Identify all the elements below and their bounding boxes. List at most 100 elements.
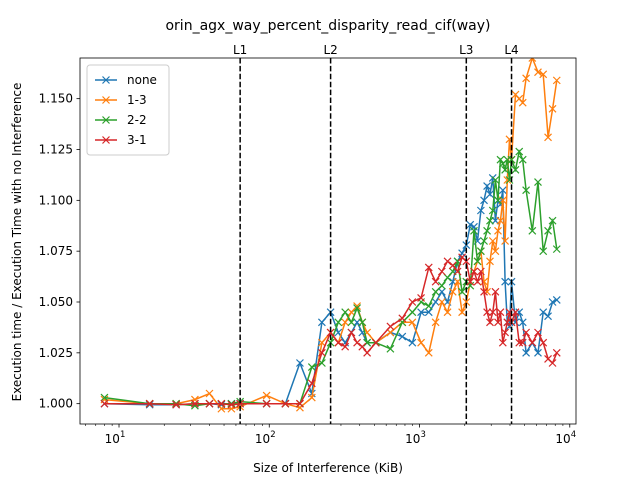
axes-frame [79,57,577,425]
legend-label: none [127,73,157,87]
data-point [498,338,507,347]
legend-label: 2-2 [127,113,147,127]
data-point [534,328,542,337]
data-point [480,287,488,296]
data-point [448,261,457,270]
data-point [548,104,557,113]
data-point [262,391,271,400]
legend-entry: 1-3 [95,93,147,107]
data-point [386,328,395,337]
data-point [486,318,494,327]
data-point [483,182,492,191]
data-point [408,338,417,347]
data-point [470,226,478,235]
legend: none 1-3 2-2 3-1 [86,64,170,156]
data-point [528,338,537,347]
data-point [353,304,361,313]
chart-title: orin_agx_way_percent_disparity_read_cif(… [165,18,490,34]
data-point [443,273,452,282]
y-tick-label: 1.000 [39,397,73,411]
data-point [205,389,214,398]
data-point [528,58,537,62]
data-point [296,399,304,408]
legend-label: 3-1 [127,133,147,147]
data-point [462,257,471,266]
data-point [358,342,367,351]
data-point [518,318,527,327]
data-point [437,281,446,290]
data-point [534,348,542,357]
data-point [347,328,356,337]
data-point [494,318,502,327]
data-point [522,74,531,83]
data-point [507,155,516,164]
x-tick-label: 103 [405,430,426,446]
data-point [539,70,548,79]
data-point [334,318,343,327]
data-point [431,318,440,327]
data-point [491,287,500,296]
vline-label: L1 [233,43,247,57]
data-point [515,147,524,156]
data-point [317,338,326,347]
data-point [424,263,433,272]
data-point [552,348,561,357]
data-point [100,399,109,408]
x-tick-label: 104 [555,430,576,446]
data-point [501,165,510,174]
data-point [190,399,199,408]
data-point [443,308,452,317]
data-point [424,348,433,357]
data-point [408,298,417,306]
y-tick-label: 1.050 [39,295,73,309]
data-point [424,302,433,310]
y-axis-label: Execution time / Execution Time with no … [10,83,24,402]
data-point [172,399,181,408]
data-point [518,98,527,107]
data-point [417,294,425,302]
data-point [480,196,488,205]
data-point [483,308,492,317]
data-point [353,302,361,310]
y-tick-label: 1.025 [39,346,73,360]
data-point [458,308,467,317]
vline-label: L4 [504,43,518,57]
data-point [498,186,507,195]
data-point [443,257,452,266]
data-point [522,348,531,357]
data-point [281,399,290,408]
data-point [398,332,407,341]
data-point [548,216,557,225]
data-point [552,76,561,85]
data-point [437,298,446,306]
data-point [307,393,316,402]
data-point [544,226,552,235]
data-point [534,178,542,186]
data-point [488,308,497,317]
data-point [488,206,497,215]
data-point [358,318,367,327]
data-point [453,267,462,276]
data-point [334,338,343,347]
data-point [205,399,214,408]
data-point [431,277,440,286]
data-point [386,344,395,353]
data-point [548,298,557,306]
data-point [539,338,548,347]
data-point [511,308,520,317]
data-point [341,342,350,351]
data-point [528,226,537,235]
data-point [341,308,350,317]
data-point [476,247,485,256]
vline-label: L2 [323,43,337,57]
data-point [341,318,350,327]
data-point [544,133,552,142]
data-point [486,190,494,199]
axes: 1.000 1.025 1.050 1.075 1.100 1.125 1.150 101 10… [39,57,577,446]
x-tick-label: 102 [255,430,276,446]
data-point [515,308,524,317]
data-point [496,308,505,317]
data-point [371,338,380,347]
cache-level-lines: L1 L2 L3 L4 [233,43,519,424]
data-point [476,267,485,276]
